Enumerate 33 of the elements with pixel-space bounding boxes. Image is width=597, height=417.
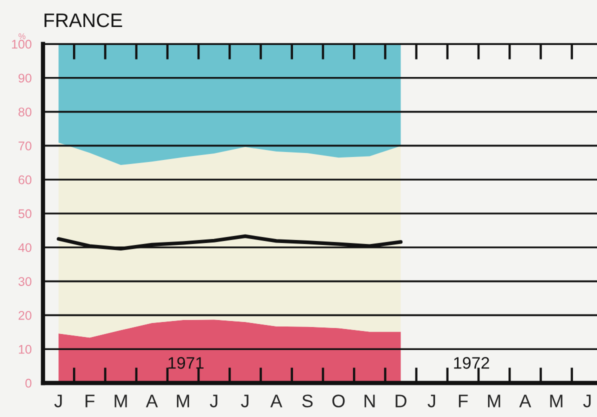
x-tick-label: M bbox=[488, 394, 500, 408]
x-tick-label: M bbox=[114, 394, 127, 408]
x-tick-label: A bbox=[270, 394, 282, 408]
x-tick-label: J bbox=[210, 394, 218, 408]
annotation: 1972 bbox=[454, 357, 490, 369]
x-tick-label: M bbox=[176, 394, 190, 408]
y-tick-label: 80 bbox=[18, 108, 32, 116]
y-tick-label: 30 bbox=[18, 277, 32, 286]
y-axis-title: % bbox=[18, 33, 26, 40]
x-tick-label: F bbox=[86, 394, 94, 408]
x-tick-label: F bbox=[458, 394, 468, 408]
y-tick-label: 40 bbox=[18, 243, 32, 252]
x-tick-label: S bbox=[302, 394, 313, 408]
y-tick-label: 0 bbox=[25, 378, 32, 388]
chart-title: FRANCE bbox=[44, 13, 122, 28]
x-tick-label: J bbox=[583, 394, 591, 408]
x-tick-label: J bbox=[428, 394, 436, 408]
x-tick-label: A bbox=[519, 394, 532, 408]
x-tick-label: D bbox=[396, 394, 406, 408]
y-tick-label: 50 bbox=[18, 209, 32, 218]
y-tick-label: 90 bbox=[18, 74, 32, 83]
y-tick-label: 10 bbox=[18, 344, 32, 354]
x-tick-label: J bbox=[54, 394, 62, 408]
annotation: 1971 bbox=[168, 357, 204, 369]
x-tick-label: M bbox=[550, 394, 562, 408]
y-tick-label: 60 bbox=[18, 175, 32, 184]
y-tick-label: 70 bbox=[18, 142, 32, 150]
y-tick-label: 100 bbox=[12, 40, 32, 49]
y-tick-label: 20 bbox=[18, 311, 32, 320]
x-tick-label: N bbox=[364, 394, 375, 408]
x-tick-label: A bbox=[146, 394, 158, 408]
x-tick-label: J bbox=[240, 394, 248, 408]
x-tick-label: O bbox=[332, 394, 345, 408]
